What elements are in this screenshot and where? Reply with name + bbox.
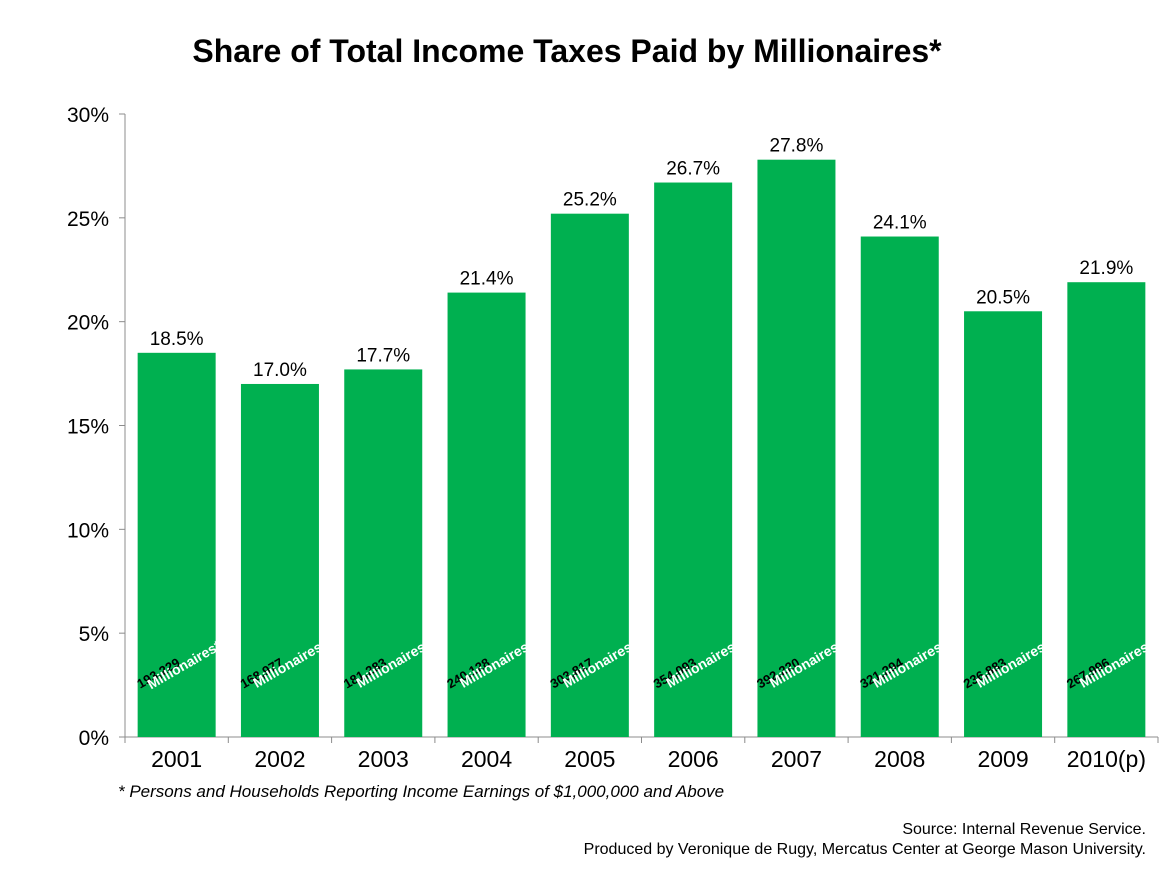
source-note: Source: Internal Revenue Service. Produc… xyxy=(584,820,1146,860)
y-tick-label: 20% xyxy=(67,312,109,335)
bar xyxy=(757,159,836,738)
x-tick-label: 2003 xyxy=(358,746,409,772)
credit-line: Produced by Veronique de Rugy, Mercatus … xyxy=(583,841,1146,858)
data-label: 17.0% xyxy=(253,360,307,381)
data-label: 18.5% xyxy=(150,329,204,350)
data-label: 21.4% xyxy=(460,269,514,290)
x-tick-label: 2010(p) xyxy=(1067,746,1146,772)
y-tick-label: 0% xyxy=(79,727,109,750)
x-tick-label: 2005 xyxy=(564,746,615,772)
y-tick-label: 15% xyxy=(67,416,109,439)
data-label: 24.1% xyxy=(873,213,927,234)
y-tick-label: 25% xyxy=(67,208,109,231)
data-label: 21.9% xyxy=(1079,258,1133,279)
bar xyxy=(344,369,423,737)
bar xyxy=(654,182,733,737)
data-label: 26.7% xyxy=(666,159,720,180)
x-tick-label: 2004 xyxy=(461,746,512,772)
x-tick-label: 2009 xyxy=(977,746,1028,772)
chart-title: Share of Total Income Taxes Paid by Mill… xyxy=(192,33,942,69)
bar xyxy=(964,311,1043,737)
y-tick-label: 30% xyxy=(67,104,109,127)
data-label: 27.8% xyxy=(770,136,824,157)
bar xyxy=(240,383,319,737)
bar xyxy=(860,236,939,738)
x-tick-label: 2008 xyxy=(874,746,925,772)
x-tick-label: 2001 xyxy=(151,746,202,772)
bar xyxy=(137,352,216,737)
bar xyxy=(1067,282,1146,737)
y-tick-label: 5% xyxy=(79,623,109,646)
bar xyxy=(550,213,629,737)
y-tick-label: 10% xyxy=(67,519,109,542)
x-tick-label: 2007 xyxy=(771,746,822,772)
x-tick-label: 2002 xyxy=(254,746,305,772)
data-label: 17.7% xyxy=(356,345,410,366)
footnote: * Persons and Households Reporting Incom… xyxy=(118,782,725,801)
bar xyxy=(447,292,526,737)
data-label: 20.5% xyxy=(976,287,1030,308)
x-tick-label: 2006 xyxy=(668,746,719,772)
source-line: Source: Internal Revenue Service. xyxy=(902,821,1146,838)
data-label: 25.2% xyxy=(563,190,617,211)
